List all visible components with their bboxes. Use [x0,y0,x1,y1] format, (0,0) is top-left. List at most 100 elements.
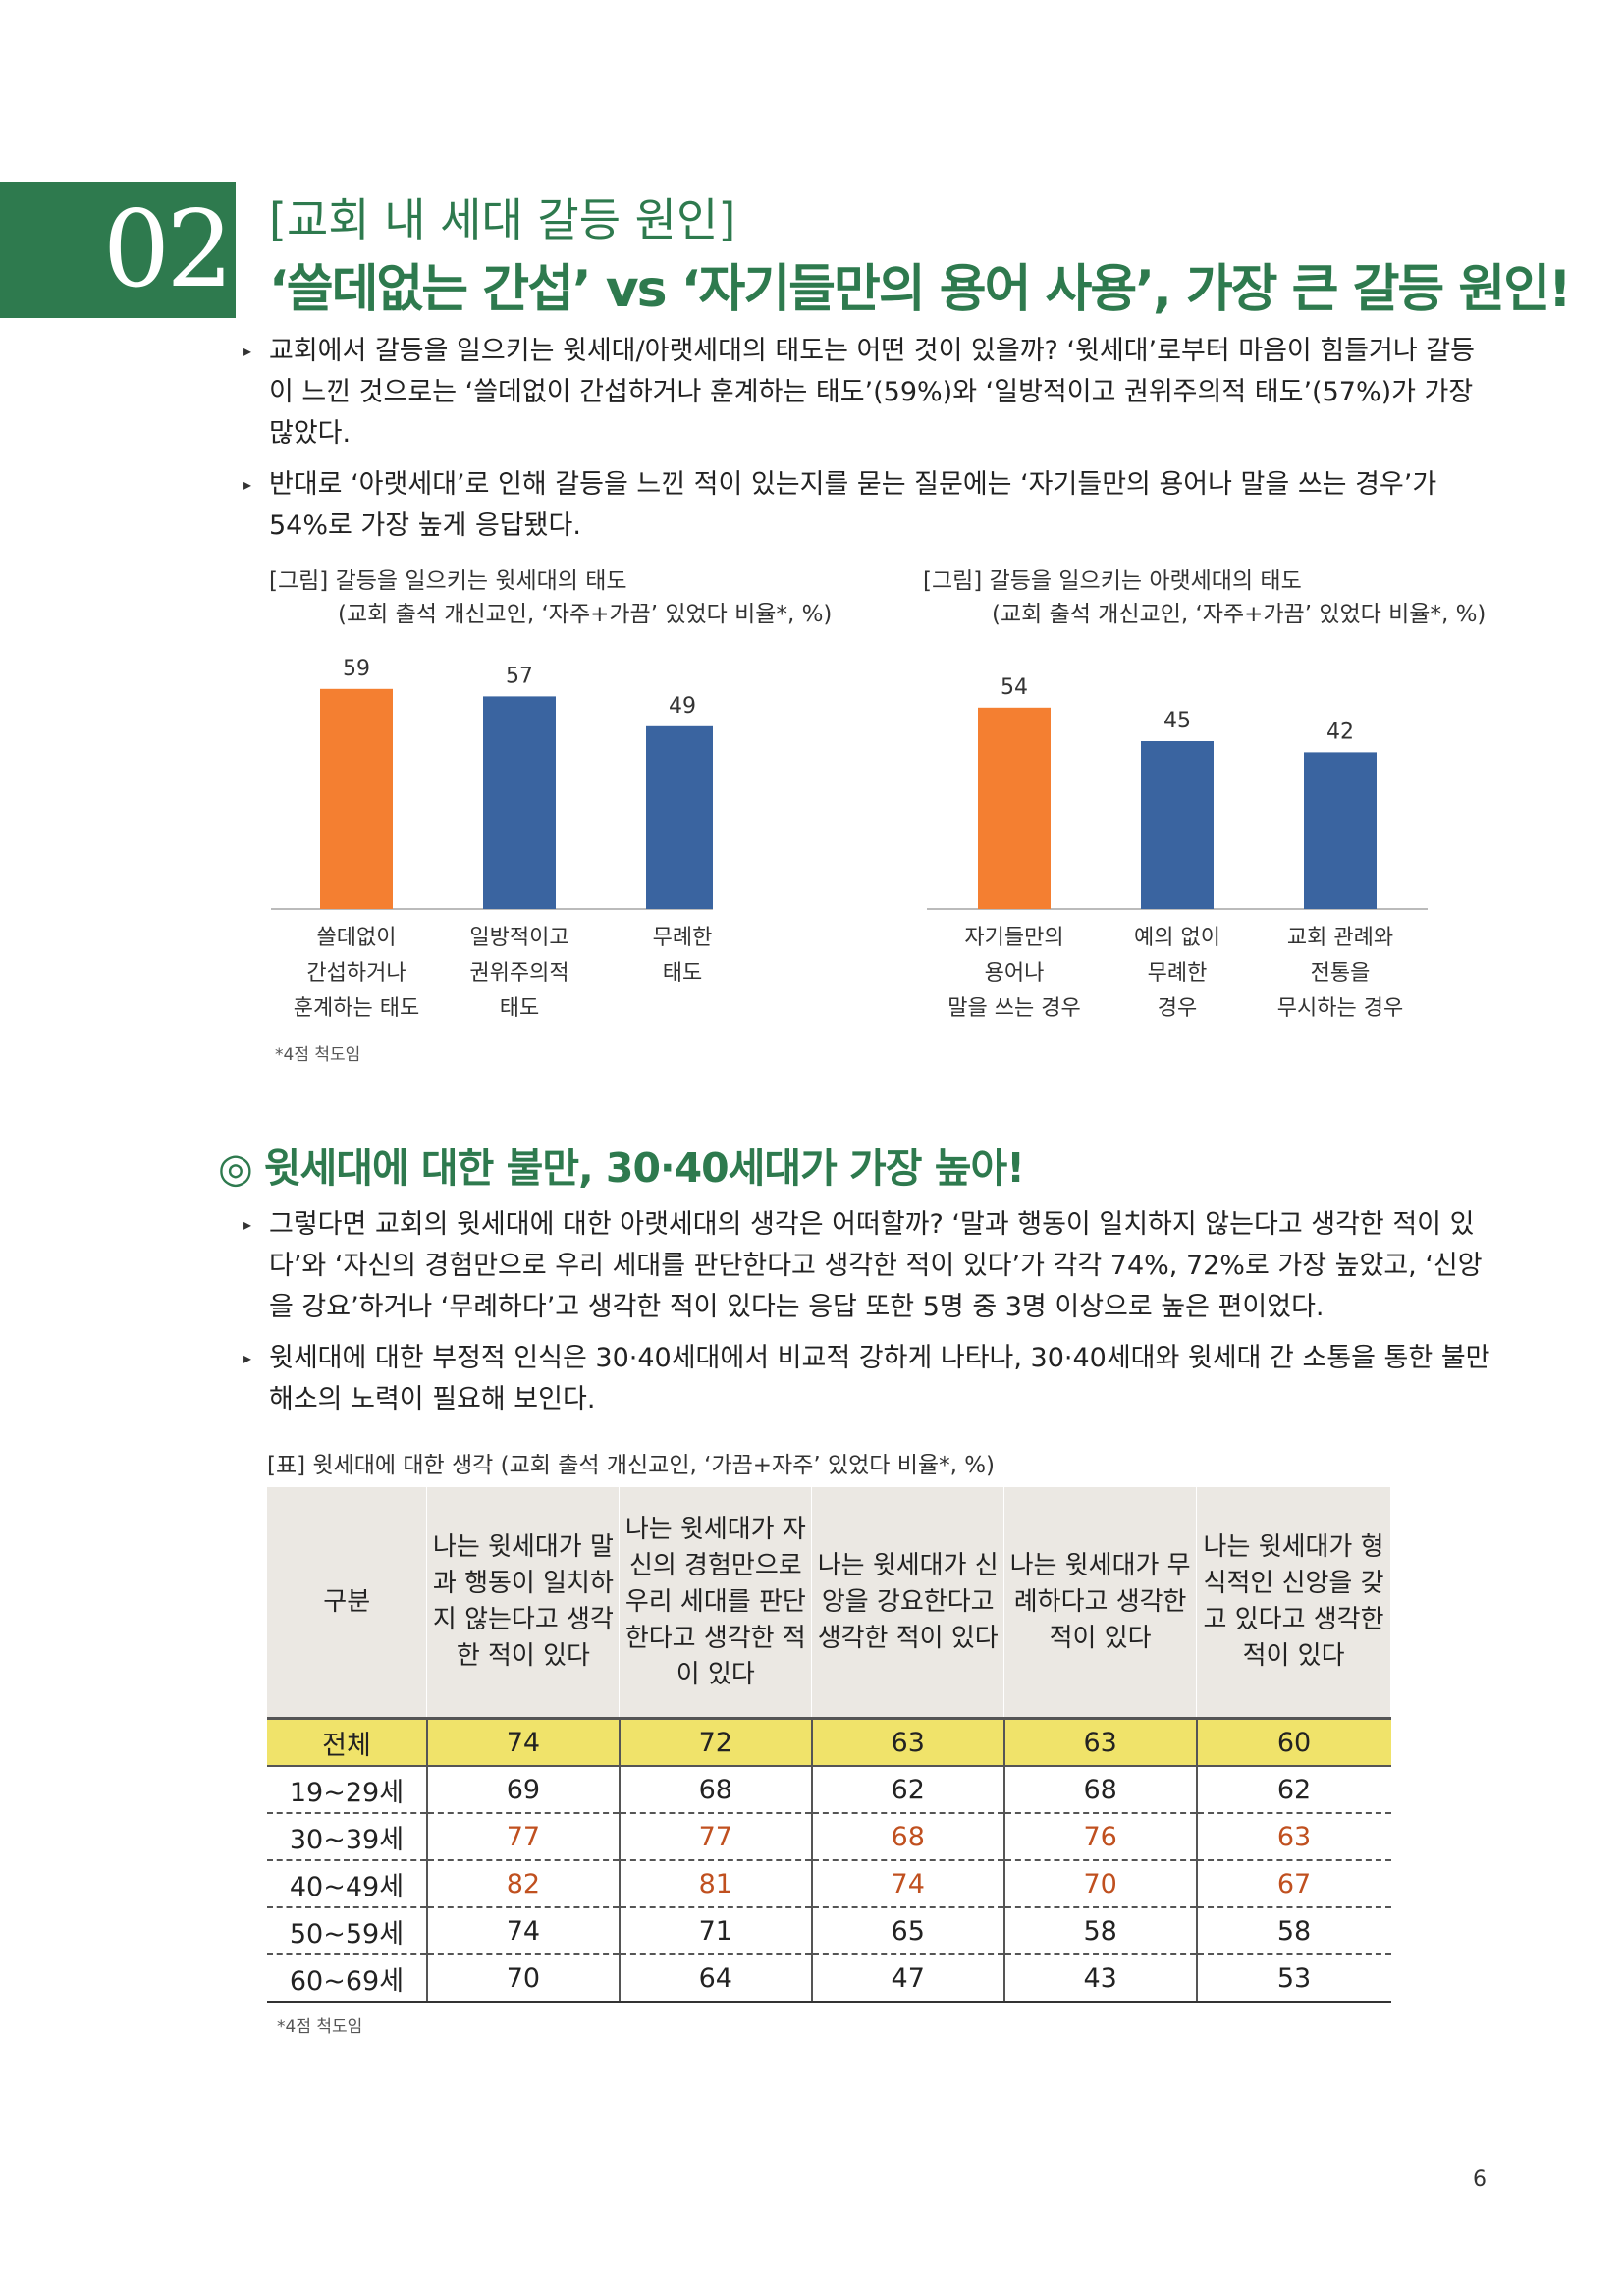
table-cell-highlight: 68 [810,1813,1004,1861]
bullet-paragraph: 반대로 ‘아랫세대’로 인해 갈등을 느낀 적이 있는지를 묻는 질문에는 ‘자… [243,464,1490,547]
row-label: 50~59세 [267,1907,427,1955]
chart-category-label: 전통을 [1311,961,1371,986]
table-row-total: 전체 74 72 63 63 60 [267,1717,1391,1767]
chart-bar [1141,741,1214,909]
chart-footnote: *4점 척도임 [275,1045,361,1065]
chart-category-label: 용어나 [985,961,1045,986]
table-cell: 58 [1002,1907,1197,1955]
chart-category-label: 권위주의적 [469,961,568,986]
table-cell: 43 [1002,1954,1197,2003]
row-label: 30~39세 [267,1813,427,1861]
chart-bar [1304,752,1377,909]
table-cell: 69 [425,1766,620,1814]
attitude-table: 구분 나는 윗세대가 말과 행동이 일치하지 않는다고 생각한 적이 있다 나는… [267,1487,1391,2003]
chart-bar [320,688,393,909]
circle-bullet-icon: ◎ [218,1145,253,1192]
table-cell-highlight: 63 [1195,1813,1391,1861]
chart-category-label: 일방적이고 [469,926,568,950]
chart-category-label: 교회 관례와 [1287,926,1393,950]
table-footnote: *4점 척도임 [277,2017,363,2037]
chart-right-title-line2: (교회 출석 개신교인, ‘자주+가끔’ 있었다 비율*, %) [992,602,1487,627]
table-cell: 64 [618,1954,812,2003]
table-cell: 47 [810,1954,1004,2003]
table-row: 40~49세 82 81 74 70 67 [267,1860,1391,1908]
section2-title: ◎ 윗세대에 대한 불만, 30·40세대가 가장 높아! [218,1135,1025,1194]
chart-left-title-line1: [그림] 갈등을 일으키는 윗세대의 태도 [269,568,627,594]
table-header-cell: 나는 윗세대가 말과 행동이 일치하지 않는다고 생각한 적이 있다 [426,1487,621,1719]
section-subtitle: [교회 내 세대 갈등 원인] [269,193,736,246]
table-cell: 60 [1195,1717,1391,1767]
table-cell-highlight: 76 [1002,1813,1197,1861]
table-cell-highlight: 77 [618,1813,812,1861]
chart-category-label: 무례한 [1148,961,1208,986]
table-row: 30~39세 77 77 68 76 63 [267,1813,1391,1861]
table-cell-highlight: 77 [425,1813,620,1861]
table-cell: 65 [810,1907,1004,1955]
table-row: 50~59세 74 71 65 58 58 [267,1907,1391,1955]
chart-bar [646,725,713,909]
table-header-cell: 나는 윗세대가 신앙을 강요한다고 생각한 적이 있다 [811,1487,1005,1719]
bullet-paragraph: 그렇다면 교회의 윗세대에 대한 아랫세대의 생각은 어떠할까? ‘말과 행동이… [243,1204,1490,1328]
chart-left-title: [그림] 갈등을 일으키는 윗세대의 태도 (교회 출석 개신교인, ‘자주+가… [269,564,832,631]
table-cell: 74 [425,1907,620,1955]
chart-value-label: 42 [1326,720,1354,744]
table-row: 60~69세 70 64 47 43 53 [267,1954,1391,2003]
chart-category-label: 쓸데없이 [317,926,397,950]
table-cell: 62 [1195,1766,1391,1814]
table-caption: [표] 윗세대에 대한 생각 (교회 출석 개신교인, ‘가끔+자주’ 있었다 … [267,1453,996,1478]
chart-category-label: 경우 [1158,996,1197,1021]
chart-category-label: 태도 [500,996,539,1021]
chart-value-label: 49 [669,694,696,719]
table-cell: 63 [1002,1717,1197,1767]
chart-value-label: 57 [506,664,533,688]
section-title: ‘쓸데없는 간섭’ vs ‘자기들만의 용어 사용’, 가장 큰 갈등 원인! [269,260,1572,319]
table-header-cell: 나는 윗세대가 형식적인 신앙을 갖고 있다고 생각한 적이 있다 [1196,1487,1391,1719]
chart-bar [483,696,556,909]
chart-value-label: 45 [1163,709,1191,733]
chart-bar [978,707,1051,909]
table-row: 19~29세 69 68 62 68 62 [267,1766,1391,1814]
table-header-cell: 구분 [267,1487,428,1719]
table-cell: 62 [810,1766,1004,1814]
row-label: 전체 [267,1717,427,1767]
row-label: 60~69세 [267,1954,427,2003]
bullet-paragraph: 교회에서 갈등을 일으키는 윗세대/아랫세대의 태도는 어떤 것이 있을까? ‘… [243,331,1490,454]
table-cell-highlight: 82 [425,1860,620,1908]
table-cell: 72 [618,1717,812,1767]
chart-category-label: 말을 쓰는 경우 [947,996,1080,1021]
chart-category-label: 무례한 [653,926,713,950]
row-label: 40~49세 [267,1860,427,1908]
table-header-cell: 나는 윗세대가 자신의 경험만으로 우리 세대를 판단한다고 생각한 적이 있다 [619,1487,813,1719]
table-cell: 68 [618,1766,812,1814]
table-cell: 70 [425,1954,620,2003]
table-cell: 68 [1002,1766,1197,1814]
table-cell-highlight: 70 [1002,1860,1197,1908]
section1-bullets: 교회에서 갈등을 일으키는 윗세대/아랫세대의 태도는 어떤 것이 있을까? ‘… [243,331,1490,557]
section2-bullets: 그렇다면 교회의 윗세대에 대한 아랫세대의 생각은 어떠할까? ‘말과 행동이… [243,1204,1490,1430]
section2-title-text: 윗세대에 대한 불만, 30·40세대가 가장 높아! [263,1145,1025,1192]
table-cell: 71 [618,1907,812,1955]
chart-category-label: 예의 없이 [1134,926,1220,950]
table-cell-highlight: 67 [1195,1860,1391,1908]
table-cell: 58 [1195,1907,1391,1955]
table-cell: 74 [425,1717,620,1767]
chart-category-label: 태도 [663,961,702,986]
page-number: 6 [1473,2167,1487,2192]
chart-right-title-line1: [그림] 갈등을 일으키는 아랫세대의 태도 [923,568,1302,594]
bullet-paragraph: 윗세대에 대한 부정적 인식은 30·40세대에서 비교적 강하게 나타나, 3… [243,1338,1490,1420]
table-header-cell: 나는 윗세대가 무례하다고 생각한 적이 있다 [1003,1487,1198,1719]
chart-category-label: 무시하는 경우 [1277,996,1403,1021]
table-cell: 53 [1195,1954,1391,2003]
table-cell: 63 [810,1717,1004,1767]
chart-value-label: 54 [1001,675,1028,700]
chart-category-label: 훈계하는 태도 [294,996,419,1021]
chart-value-label: 59 [343,657,370,681]
section-number: 02 [0,182,236,318]
chart-category-label: 간섭하거나 [306,961,406,986]
table-cell-highlight: 81 [618,1860,812,1908]
chart-category-label: 자기들만의 [964,926,1063,950]
row-label: 19~29세 [267,1766,427,1814]
chart-right-title: [그림] 갈등을 일으키는 아랫세대의 태도 (교회 출석 개신교인, ‘자주+… [923,564,1486,631]
